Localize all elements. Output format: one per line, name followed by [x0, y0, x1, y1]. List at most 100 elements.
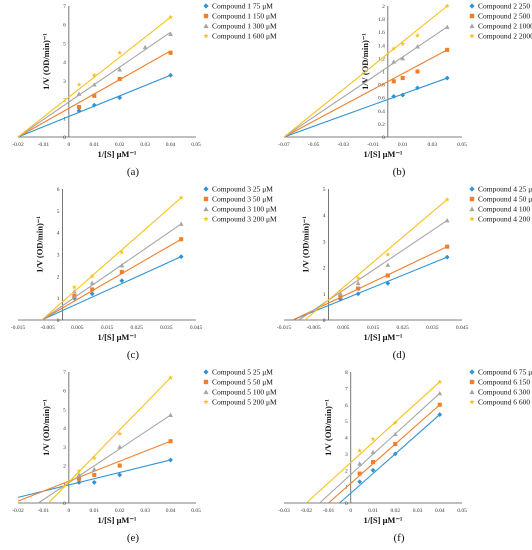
chart-e-xtick-label: 0.04 [166, 508, 176, 514]
chart-a-ytick-label: 4 [63, 60, 66, 66]
chart-a-series-2-point [92, 93, 97, 98]
chart-c-xtick-label: -0.015 [11, 325, 25, 331]
chart-a-series-3-point [117, 67, 123, 72]
chart-a-series-2-point [117, 76, 122, 82]
chart-d-xtick-label: 0.035 [426, 325, 439, 331]
chart-a-ytick-label: 1 [63, 116, 66, 122]
chart-d-series-4-trendline [304, 199, 448, 321]
panel-label-c: (c) [126, 349, 140, 361]
chart-a-legend-label-2: Compound 1 150 μM [212, 12, 277, 21]
chart-a-legend-label-4: Compound 1 600 μM [212, 32, 277, 41]
panel-label-a: (a) [126, 166, 140, 178]
chart-b-x-axis-title: 1/[S] μM⁻¹ [363, 149, 402, 159]
chart-f-series-4-point [437, 379, 443, 384]
chart-d-xtick-label: 0.025 [396, 325, 409, 331]
chart-a-xtick-label: 0.02 [115, 142, 125, 148]
chart-b-ytick-label: 1.4 [378, 43, 385, 49]
chart-b-ytick-label: 2 [382, 4, 385, 10]
chart-e-series-4-point [91, 455, 97, 461]
chart-b-legend-label-4: Compound 2 2000 μM [478, 32, 532, 41]
chart-b-series-2-point [415, 69, 420, 74]
chart-c-series-3-point [178, 221, 184, 226]
chart-b-ytick-label: 1.8 [378, 17, 385, 23]
chart-a-legend-label-3: Compound 1 300 μM [212, 22, 277, 31]
chart-d-series-1-point [355, 291, 361, 297]
chart-a-legend-marker-3 [203, 23, 209, 29]
chart-f-series-3-point [437, 390, 443, 396]
chart-b-legend-label-3: Compound 2 1000 μM [478, 22, 532, 31]
chart-b-xtick-label: -0.03 [338, 142, 350, 148]
chart-b-series-2-point [391, 79, 396, 84]
chart-e-legend-label-1: Compound 5 25 μM [212, 368, 273, 377]
chart-c-series-1-point [178, 254, 184, 260]
chart-a-series-3-point [142, 44, 148, 50]
chart-a-series-3-point [91, 82, 97, 87]
chart-f-xtick-label: -0.02 [301, 508, 313, 514]
chart-b-series-3-point [391, 59, 397, 64]
chart-a-series-3-point [168, 31, 173, 36]
chart-d-ytick-label: 2 [323, 266, 326, 272]
chart-panel-f: -0.03-0.02-0.0100.010.020.030.040.050123… [266, 366, 532, 549]
chart-a-xtick-label: -0.02 [12, 142, 24, 148]
chart-d-y-axis-title: 1/V (OD/min)⁻¹ [301, 216, 311, 273]
chart-f-ytick-label: 5 [345, 419, 348, 425]
chart-f-legend-marker-3 [469, 389, 475, 395]
chart-b-legend-label-2: Compound 2 500 μM [478, 12, 532, 21]
chart-f-series-2-point [437, 402, 442, 407]
chart-e-series-2-point [76, 476, 82, 481]
chart-a-series-3-point [76, 91, 82, 96]
chart-e-series-4-point [168, 374, 174, 380]
chart-c-ytick-label: 2 [57, 274, 60, 280]
chart-e-svg: -0.02-0.0100.010.020.030.040.05012345671… [12, 368, 277, 525]
chart-c-series-3-point [119, 263, 125, 268]
chart-f-series-1-trendline [339, 414, 441, 504]
chart-c-legend-marker-2 [203, 196, 209, 202]
chart-e-series-4-point [76, 468, 82, 474]
chart-e-xtick-label: -0.01 [38, 508, 50, 514]
chart-a-series-1-point [91, 102, 97, 108]
chart-d-series-2-point [356, 286, 361, 291]
chart-d-ytick-label: 5 [323, 187, 326, 193]
chart-e-y-axis-title: 1/V (OD/min)⁻¹ [41, 399, 51, 456]
chart-e-legend-label-2: Compound 5 50 μM [212, 378, 273, 387]
chart-a-series-4-point [117, 50, 123, 55]
chart-e-ytick-label: 2 [63, 464, 66, 470]
chart-e-ytick-label: 3 [63, 445, 66, 451]
chart-e-legend-marker-1 [203, 369, 209, 375]
chart-b-ytick-label: 1.6 [378, 30, 385, 36]
chart-c-ytick-label: 5 [57, 209, 60, 215]
chart-e-legend-marker-3 [203, 389, 209, 395]
chart-c-ytick-label: 3 [57, 253, 60, 259]
chart-b-series-4-trendline [283, 5, 448, 138]
chart-e-series-2-point [168, 439, 173, 444]
chart-a-x-axis-title: 1/[S] μM⁻¹ [97, 149, 136, 159]
chart-d-legend-label-4: Compound 4 200 μM [478, 215, 532, 224]
chart-e-xtick-label: 0 [67, 508, 70, 514]
chart-c-series-4-point [89, 273, 95, 279]
chart-b-ytick-label: 0.8 [378, 83, 385, 89]
chart-f-y-axis-title: 1/V (OD/min)⁻¹ [323, 399, 333, 456]
chart-c-series-2-point [90, 287, 95, 292]
chart-a-svg: -0.02-0.0100.010.020.030.040.05012345671… [12, 2, 277, 159]
chart-c-ytick-label: 6 [57, 187, 60, 193]
chart-c-legend-marker-3 [203, 206, 209, 212]
chart-f-xtick-label: 0.01 [368, 508, 378, 514]
chart-f-xtick-label: 0.04 [435, 508, 445, 514]
chart-d-series-3-point [385, 262, 391, 267]
chart-panel-a: -0.02-0.0100.010.020.030.040.05012345671… [0, 0, 277, 183]
chart-c-legend-label-1: Compound 3 25 μM [212, 185, 273, 194]
chart-c-series-2-point [119, 269, 124, 275]
chart-c-legend-marker-1 [203, 186, 209, 192]
chart-f-ytick-label: 6 [345, 403, 348, 409]
chart-c-ytick-label: 0 [57, 318, 60, 324]
chart-d-series-4-point [355, 275, 361, 281]
chart-d-ytick-label: 0 [323, 318, 326, 324]
chart-b-xtick-label: 0.05 [457, 142, 467, 148]
chart-a-series-4-point [168, 14, 174, 20]
chart-f-legend-label-3: Compound 6 300 μM [478, 388, 532, 397]
chart-b-xtick-label: -0.01 [367, 142, 379, 148]
chart-a-series-1-point [168, 72, 173, 78]
chart-a-xtick-label: 0.01 [89, 142, 99, 148]
chart-e-series-4-point [117, 431, 123, 436]
chart-panel-b: -0.07 -0.05 -0.03 -0.01 0.01 0.03 0.05 0 0.2 0.4 0… [266, 0, 532, 183]
